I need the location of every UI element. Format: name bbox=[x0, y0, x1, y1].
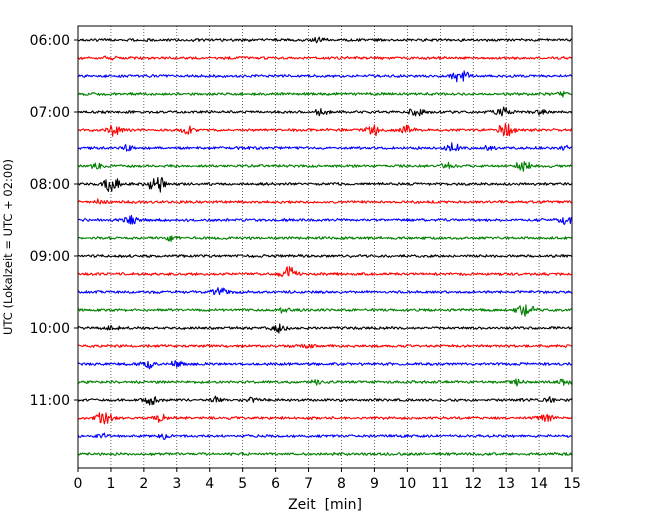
y-axis-label: UTC (Lokalzeit = UTC + 02:00) bbox=[1, 159, 15, 335]
x-tick-label-4: 4 bbox=[205, 476, 214, 492]
grid-layer bbox=[110, 26, 540, 468]
y-tick-label-1000: 10:00 bbox=[30, 321, 70, 337]
trace-1015 bbox=[77, 343, 573, 349]
trace-0715 bbox=[77, 122, 573, 137]
x-tick-label-9: 9 bbox=[370, 476, 379, 492]
trace-0600 bbox=[77, 36, 573, 44]
trace-1030 bbox=[77, 360, 573, 370]
y-tick-label-0800: 08:00 bbox=[30, 177, 70, 193]
trace-0845 bbox=[77, 235, 573, 242]
x-tick-label-8: 8 bbox=[337, 476, 346, 492]
x-tick-label-3: 3 bbox=[172, 476, 181, 492]
x-tick-label-2: 2 bbox=[139, 476, 148, 492]
trace-0830 bbox=[77, 214, 573, 225]
trace-0730 bbox=[77, 142, 573, 152]
trace-0700 bbox=[77, 106, 573, 117]
trace-1145 bbox=[77, 451, 573, 457]
x-tick-label-7: 7 bbox=[304, 476, 313, 492]
x-axis-label: Zeit [min] bbox=[288, 497, 362, 513]
trace-1000 bbox=[77, 323, 573, 334]
x-tick-label-11: 11 bbox=[431, 476, 449, 492]
trace-0945 bbox=[77, 304, 573, 317]
x-tick-label-10: 10 bbox=[398, 476, 416, 492]
trace-0645 bbox=[77, 90, 573, 98]
trace-0915 bbox=[77, 266, 573, 278]
x-tick-label-13: 13 bbox=[497, 476, 515, 492]
trace-0745 bbox=[77, 161, 573, 172]
trace-0630 bbox=[77, 70, 573, 83]
x-tick-label-14: 14 bbox=[530, 476, 548, 492]
trace-layer bbox=[77, 36, 573, 457]
trace-0815 bbox=[77, 198, 573, 205]
x-tick-label-15: 15 bbox=[563, 476, 581, 492]
plot-frame bbox=[77, 25, 573, 469]
trace-0800 bbox=[77, 176, 573, 193]
y-tick-label-1100: 11:00 bbox=[30, 393, 70, 409]
trace-0930 bbox=[77, 287, 573, 296]
y-tick-label-0900: 09:00 bbox=[30, 249, 70, 265]
trace-1115 bbox=[77, 412, 573, 425]
trace-0615 bbox=[77, 55, 573, 61]
x-tick-label-6: 6 bbox=[271, 476, 280, 492]
x-tick-label-12: 12 bbox=[464, 476, 482, 492]
y-tick-label-0700: 07:00 bbox=[30, 105, 70, 121]
x-tick-label-5: 5 bbox=[238, 476, 247, 492]
x-tick-label-1: 1 bbox=[106, 476, 115, 492]
y-tick-label-0600: 06:00 bbox=[30, 33, 70, 49]
y-axis-ticks: 06:00 07:00 08:00 09:00 10:00 11:00 bbox=[30, 33, 78, 409]
x-axis-ticks: 0 1 2 3 4 5 6 7 8 9 10 11 12 13 14 15 bbox=[74, 468, 581, 492]
trace-1045 bbox=[77, 378, 573, 387]
x-tick-label-0: 0 bbox=[74, 476, 83, 492]
trace-1130 bbox=[77, 432, 573, 441]
trace-0900 bbox=[77, 253, 573, 259]
trace-1100 bbox=[77, 395, 573, 406]
